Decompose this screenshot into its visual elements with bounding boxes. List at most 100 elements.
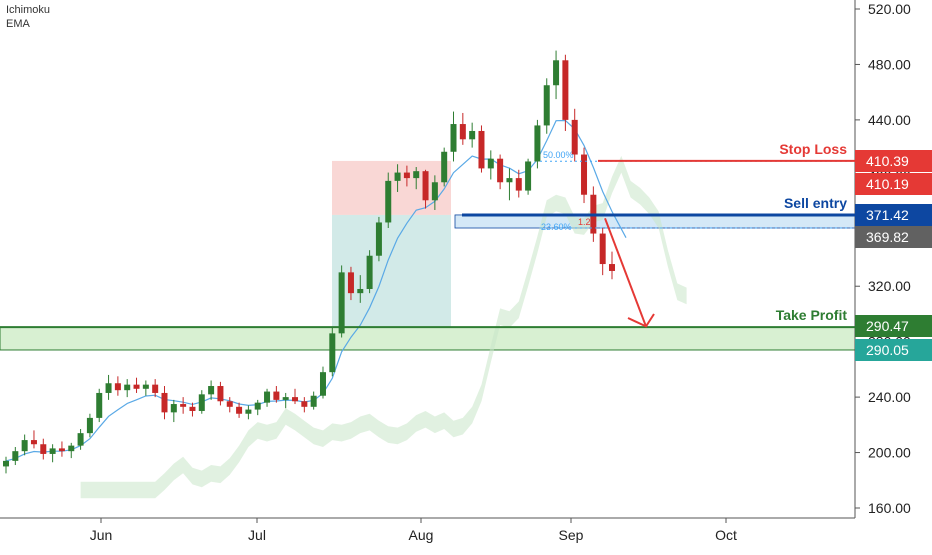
candle-body (58, 448, 65, 452)
candle-body (366, 255, 373, 289)
candle-body (375, 222, 382, 256)
candle-body (68, 445, 75, 452)
price-tag-4 (855, 315, 932, 337)
candle-body (609, 264, 615, 271)
candle-body (571, 119, 578, 155)
candle-body (114, 383, 121, 391)
candle-body (310, 395, 317, 407)
take-profit-band (0, 326, 856, 351)
x-tick-label: Aug (409, 527, 434, 543)
sell-entry-text: Sell entry (784, 195, 847, 211)
candle-body (170, 404, 177, 413)
price-tag-3 (855, 226, 932, 248)
candle-body (301, 401, 308, 407)
candle-body (189, 406, 196, 411)
candle-body (292, 397, 299, 402)
price-tag-label: 371.42 (866, 207, 909, 223)
stop-loss-text: Stop Loss (779, 141, 847, 157)
price-tag-5 (855, 339, 932, 361)
candle-body (3, 460, 9, 467)
x-tick-label: Jun (90, 527, 113, 543)
candle-body (515, 178, 522, 191)
candle-body (329, 333, 336, 373)
candle-body (431, 182, 438, 201)
price-tag-label: 410.39 (866, 153, 909, 169)
candle-body (497, 158, 504, 183)
ichimoku-cloud (80, 155, 687, 499)
projection-arrow-head (627, 313, 655, 328)
projection-arrow-line (604, 217, 647, 327)
candle-body (254, 402, 261, 410)
candle-body (105, 383, 112, 393)
candle-body (553, 60, 560, 86)
take-profit-zone (332, 214, 451, 328)
candle-body (581, 154, 588, 195)
candle-body (161, 392, 168, 413)
fib-label-23: 23.60% (541, 222, 572, 232)
candle-body (226, 401, 233, 407)
candle-body (450, 124, 457, 152)
candle-body (152, 384, 159, 393)
candle-body (264, 391, 271, 403)
x-tick-label: Jul (248, 527, 266, 543)
candle-body (21, 440, 28, 452)
candle-body (30, 440, 37, 445)
y-tick-label: 240.00 (868, 389, 911, 405)
candle-body (394, 172, 401, 181)
candle-body (12, 451, 19, 461)
candle-body (124, 384, 131, 391)
y-tick-label: 440.00 (868, 112, 911, 128)
y-tick-label: 480.00 (868, 56, 911, 72)
fib-label-50: 50.00% (543, 150, 574, 160)
candle-body (403, 172, 410, 179)
candle-body (413, 171, 420, 179)
y-tick-label: 520.00 (868, 1, 911, 17)
candle-body (142, 384, 149, 389)
fib-label-1-2: 1.2 (578, 217, 591, 227)
candle-body (319, 372, 326, 396)
candle-body (133, 384, 140, 389)
price-tag-label: 290.47 (866, 318, 909, 334)
candle-body (282, 397, 289, 400)
candle-body (599, 233, 606, 265)
stop-loss-zone (332, 160, 451, 215)
candle-body (217, 386, 224, 402)
candle-body (525, 161, 532, 191)
candle-body (236, 406, 243, 414)
candle-body (347, 272, 354, 294)
candle-body (96, 392, 103, 418)
indicator-label-ichimoku: Ichimoku (6, 4, 51, 16)
candle-body (208, 386, 215, 395)
candle-body (487, 158, 494, 169)
candle-body (459, 124, 466, 140)
candle-body (180, 404, 187, 407)
candle-body (338, 272, 345, 334)
indicator-label-ema: EMA (6, 18, 30, 30)
candle-body (385, 180, 392, 223)
candle-body (357, 288, 364, 294)
x-tick-label: Oct (715, 527, 737, 543)
take-profit-text: Take Profit (776, 307, 848, 323)
candle-body (478, 130, 485, 169)
candle-body (86, 417, 93, 434)
y-tick-label: 320.00 (868, 278, 911, 294)
candle-body (40, 444, 47, 454)
candle-body (49, 448, 56, 454)
price-tag-label: 290.05 (866, 342, 909, 358)
price-tag-2 (855, 204, 932, 226)
candle-body (77, 433, 84, 446)
price-tag-1 (855, 173, 932, 195)
y-tick-label: 200.00 (868, 445, 911, 461)
price-tag-label: 369.82 (866, 229, 909, 245)
candle-body (273, 391, 280, 400)
candle-body (534, 125, 541, 162)
candle-body (469, 130, 476, 140)
candle-body (506, 178, 513, 183)
candle-body (198, 394, 205, 411)
candle-body (422, 171, 429, 201)
price-tag-0 (855, 150, 932, 172)
y-tick-label: 160.00 (868, 500, 911, 516)
candle-body (562, 60, 569, 120)
